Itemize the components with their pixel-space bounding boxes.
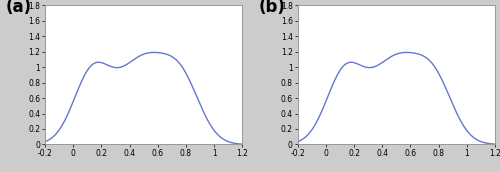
Text: (b): (b) [258,0,285,16]
Text: (a): (a) [6,0,32,16]
